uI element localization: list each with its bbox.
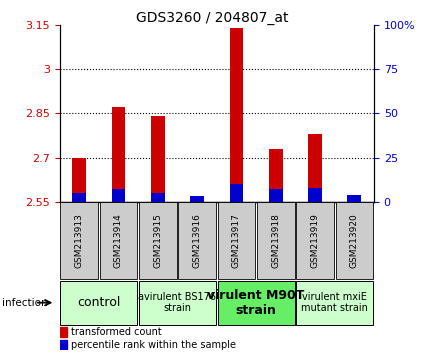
Text: GDS3260 / 204807_at: GDS3260 / 204807_at — [136, 11, 289, 25]
Bar — [308, 134, 322, 202]
Text: virulent mxiE
mutant strain: virulent mxiE mutant strain — [301, 292, 368, 314]
Bar — [112, 107, 125, 202]
Text: GSM213920: GSM213920 — [350, 213, 359, 268]
Bar — [60, 327, 67, 337]
Text: GSM213915: GSM213915 — [153, 213, 162, 268]
Bar — [190, 196, 204, 202]
Bar — [72, 158, 86, 202]
Text: GSM213918: GSM213918 — [271, 213, 280, 268]
Bar — [151, 193, 164, 202]
Text: infection: infection — [2, 298, 48, 308]
Bar — [72, 193, 86, 202]
Bar — [230, 28, 243, 202]
Bar — [348, 195, 361, 202]
Bar — [112, 189, 125, 202]
Bar — [190, 199, 204, 202]
Bar — [269, 189, 283, 202]
Bar — [269, 149, 283, 202]
Bar — [151, 116, 164, 202]
Text: GSM213914: GSM213914 — [114, 213, 123, 268]
Text: virulent M90T
strain: virulent M90T strain — [207, 289, 305, 317]
Text: GSM213919: GSM213919 — [311, 213, 320, 268]
Text: avirulent BS176
strain: avirulent BS176 strain — [139, 292, 216, 314]
Bar — [308, 188, 322, 202]
Text: transformed count: transformed count — [71, 327, 161, 337]
Bar — [230, 184, 243, 202]
Text: control: control — [77, 296, 121, 309]
Bar — [60, 340, 67, 349]
Text: percentile rank within the sample: percentile rank within the sample — [71, 339, 235, 349]
Text: GSM213913: GSM213913 — [75, 213, 84, 268]
Text: GSM213917: GSM213917 — [232, 213, 241, 268]
Text: GSM213916: GSM213916 — [193, 213, 201, 268]
